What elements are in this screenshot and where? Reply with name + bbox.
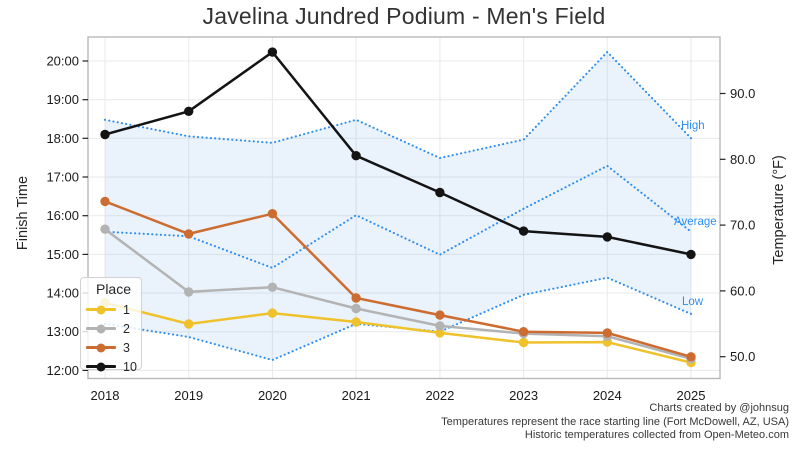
legend: Place 1 2 3 10 — [80, 277, 142, 374]
place-2-point — [435, 321, 445, 331]
temp-line-high — [103, 50, 693, 160]
place-3-point — [602, 328, 612, 338]
place-3-point — [435, 310, 445, 320]
left-axis-title: Finish Time — [15, 175, 31, 251]
place-10-point — [518, 226, 529, 236]
legend-title: Place — [95, 281, 132, 297]
chart-footer: Charts created by @johnsug Temperatures … — [441, 402, 789, 443]
place-10-point — [686, 249, 696, 260]
temperature-band — [105, 52, 691, 360]
left-tick-label: 13:00 — [46, 324, 79, 339]
legend-item-label: 10 — [123, 359, 137, 374]
legend-item-place-3: 3 — [86, 338, 141, 357]
legend-item-label: 1 — [123, 302, 130, 317]
place-1-swatch-icon — [86, 305, 116, 314]
place-10-swatch-icon — [86, 362, 116, 371]
legend-item-place-2: 2 — [86, 319, 141, 338]
place-2-swatch-icon — [86, 324, 116, 333]
place-2-line — [104, 228, 692, 361]
place-3-point — [351, 293, 361, 303]
left-tick-label: 18:00 — [46, 131, 79, 146]
footer-source-line: Historic temperatures collected from Ope… — [524, 429, 789, 441]
place-3-point — [267, 209, 278, 219]
left-tick-label: 17:00 — [46, 170, 79, 185]
x-tick-label: 2021 — [342, 388, 371, 403]
average-line-label: Average — [674, 216, 717, 228]
x-tick-label: 2020 — [258, 388, 287, 403]
place-10-point — [184, 106, 194, 117]
place-1-point — [267, 308, 278, 318]
place-3-line — [104, 200, 692, 359]
right-tick-label: 80.0 — [730, 152, 755, 167]
left-tick-label: 19:00 — [46, 92, 79, 107]
left-tick-label: 12:00 — [46, 363, 79, 378]
legend-item-place-10: 10 — [86, 357, 141, 376]
place-2-point — [184, 287, 194, 297]
high-line-label: High — [681, 120, 705, 132]
place-2-point — [267, 282, 278, 292]
place-10-point — [100, 129, 110, 140]
footer-credit-line: Charts created by @johnsug — [649, 402, 789, 414]
x-tick-label: 2023 — [509, 388, 538, 403]
x-tick-label: 2019 — [174, 388, 203, 403]
footer-note-line: Temperatures represent the race starting… — [441, 415, 789, 428]
place-3-point — [686, 352, 696, 362]
place-3-point — [100, 196, 110, 207]
right-tick-label: 70.0 — [730, 218, 755, 233]
place-10-point — [602, 232, 612, 242]
x-tick-label: 2025 — [677, 388, 706, 403]
left-tick-label: 14:00 — [46, 286, 79, 301]
place-1-point — [351, 317, 361, 327]
legend-item-place-1: 1 — [86, 300, 141, 319]
x-tick-label: 2024 — [593, 388, 622, 403]
right-tick-label: 60.0 — [730, 283, 755, 298]
right-axis-title: Temperature (°F) — [771, 155, 787, 265]
place-1-point — [435, 328, 445, 338]
place-10-point — [435, 187, 445, 198]
place-10-point — [351, 151, 361, 161]
chart-title: Javelina Jundred Podium - Men's Field — [202, 3, 606, 29]
plot-border — [87, 36, 721, 380]
x-tick-label: 2018 — [91, 388, 120, 403]
left-tick-label: 20:00 — [46, 54, 79, 69]
place-10-line — [104, 50, 692, 256]
place-10-point — [267, 47, 278, 57]
legend-item-label: 2 — [123, 321, 130, 336]
left-tick-label: 16:00 — [46, 208, 79, 223]
place-1-line — [104, 301, 692, 364]
place-3-swatch-icon — [86, 343, 116, 352]
place-3-point — [184, 229, 194, 239]
place-1-point — [518, 337, 529, 348]
x-tick-label: 2022 — [425, 388, 454, 403]
legend-item-label: 3 — [123, 340, 130, 355]
place-2-point — [351, 303, 361, 314]
temp-line-average — [103, 164, 693, 270]
place-2-point — [100, 224, 110, 234]
low-line-label: Low — [682, 296, 704, 308]
left-tick-label: 15:00 — [46, 247, 79, 262]
right-tick-label: 90.0 — [730, 86, 755, 101]
place-1-point — [184, 319, 194, 329]
right-tick-label: 50.0 — [730, 349, 755, 364]
place-3-point — [518, 327, 529, 337]
